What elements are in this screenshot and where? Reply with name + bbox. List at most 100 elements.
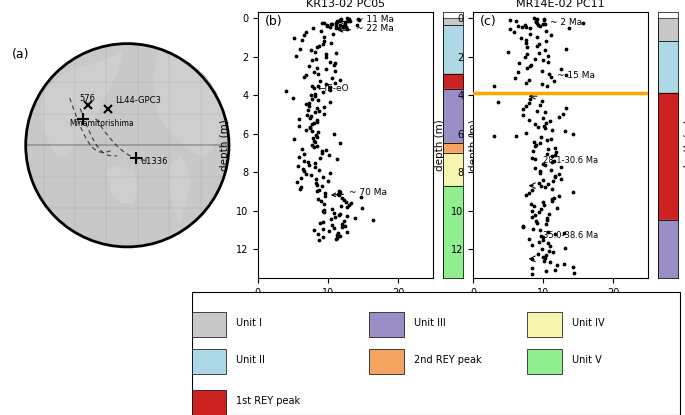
Point <box>538 258 549 264</box>
Point <box>528 147 539 154</box>
Point <box>321 81 332 88</box>
Point <box>526 187 537 194</box>
Polygon shape <box>153 51 222 156</box>
Point <box>532 15 543 22</box>
Point <box>524 76 535 83</box>
Point <box>345 17 356 24</box>
Point <box>536 68 547 74</box>
Point <box>556 175 567 182</box>
Point <box>547 127 558 133</box>
Point <box>532 107 543 114</box>
Point <box>346 200 357 207</box>
Point <box>320 66 331 73</box>
Point <box>336 223 347 230</box>
Point <box>300 101 311 107</box>
Point <box>305 113 316 120</box>
Point <box>318 225 329 232</box>
Point <box>320 190 331 197</box>
Point <box>333 188 344 195</box>
Point <box>535 227 546 233</box>
Point <box>341 204 352 210</box>
Point <box>521 44 532 50</box>
Point <box>547 153 558 160</box>
Point <box>521 24 532 30</box>
Point <box>567 188 578 195</box>
FancyBboxPatch shape <box>192 390 226 415</box>
Point <box>312 117 323 124</box>
Point <box>337 22 348 29</box>
Point <box>304 124 315 130</box>
Point <box>535 168 546 174</box>
Point <box>334 76 345 83</box>
Point <box>539 125 550 132</box>
Point <box>323 227 334 234</box>
Point <box>327 21 338 27</box>
Point <box>300 171 311 177</box>
Text: ←IE-eO: ←IE-eO <box>318 84 349 93</box>
Point <box>332 234 342 241</box>
Point <box>546 159 557 166</box>
Point <box>334 192 345 199</box>
Text: 28.1-30.6 Ma: 28.1-30.6 Ma <box>543 156 598 165</box>
Point <box>342 228 353 235</box>
Point <box>322 21 333 28</box>
Point <box>318 201 329 208</box>
Point <box>307 128 318 134</box>
Point <box>295 186 306 192</box>
Point <box>518 106 529 113</box>
Point <box>551 205 562 211</box>
Point <box>308 120 319 127</box>
Point <box>303 103 314 109</box>
Point <box>488 82 499 89</box>
Point <box>292 163 303 169</box>
Point <box>293 116 304 122</box>
Point <box>340 24 351 31</box>
Point <box>327 30 338 37</box>
Point <box>338 217 349 224</box>
Point <box>330 50 341 56</box>
Point <box>319 20 329 26</box>
Point <box>304 115 315 121</box>
Point <box>335 232 346 239</box>
Point <box>324 98 335 105</box>
Point <box>543 53 553 59</box>
Point <box>539 255 550 261</box>
Point <box>301 29 312 36</box>
Point <box>536 246 547 252</box>
Point <box>325 86 336 93</box>
Point <box>556 66 566 73</box>
Point <box>339 19 350 26</box>
Point <box>537 97 548 104</box>
Point <box>543 247 554 254</box>
Point <box>323 152 334 159</box>
Point <box>296 175 307 181</box>
Point <box>306 57 317 64</box>
Point <box>531 18 542 24</box>
Point <box>536 183 547 189</box>
Point <box>328 130 339 137</box>
Point <box>539 16 550 22</box>
Point <box>530 212 540 219</box>
Point <box>306 82 317 89</box>
Point <box>549 194 560 201</box>
Point <box>551 262 562 269</box>
Point <box>326 39 337 46</box>
Point <box>316 198 327 205</box>
Point <box>356 194 366 201</box>
Point <box>332 156 342 163</box>
Point <box>513 23 524 29</box>
Point <box>338 23 349 30</box>
Point <box>329 210 340 216</box>
Point <box>536 233 547 239</box>
Point <box>540 47 551 54</box>
Point <box>343 16 354 22</box>
Point <box>538 234 549 241</box>
Point <box>332 19 342 25</box>
Point <box>516 35 527 42</box>
Point <box>536 134 547 141</box>
Point <box>568 264 579 270</box>
Point <box>529 15 540 22</box>
Text: Unit V: Unit V <box>571 355 601 365</box>
Point <box>329 225 340 231</box>
FancyBboxPatch shape <box>527 349 562 374</box>
